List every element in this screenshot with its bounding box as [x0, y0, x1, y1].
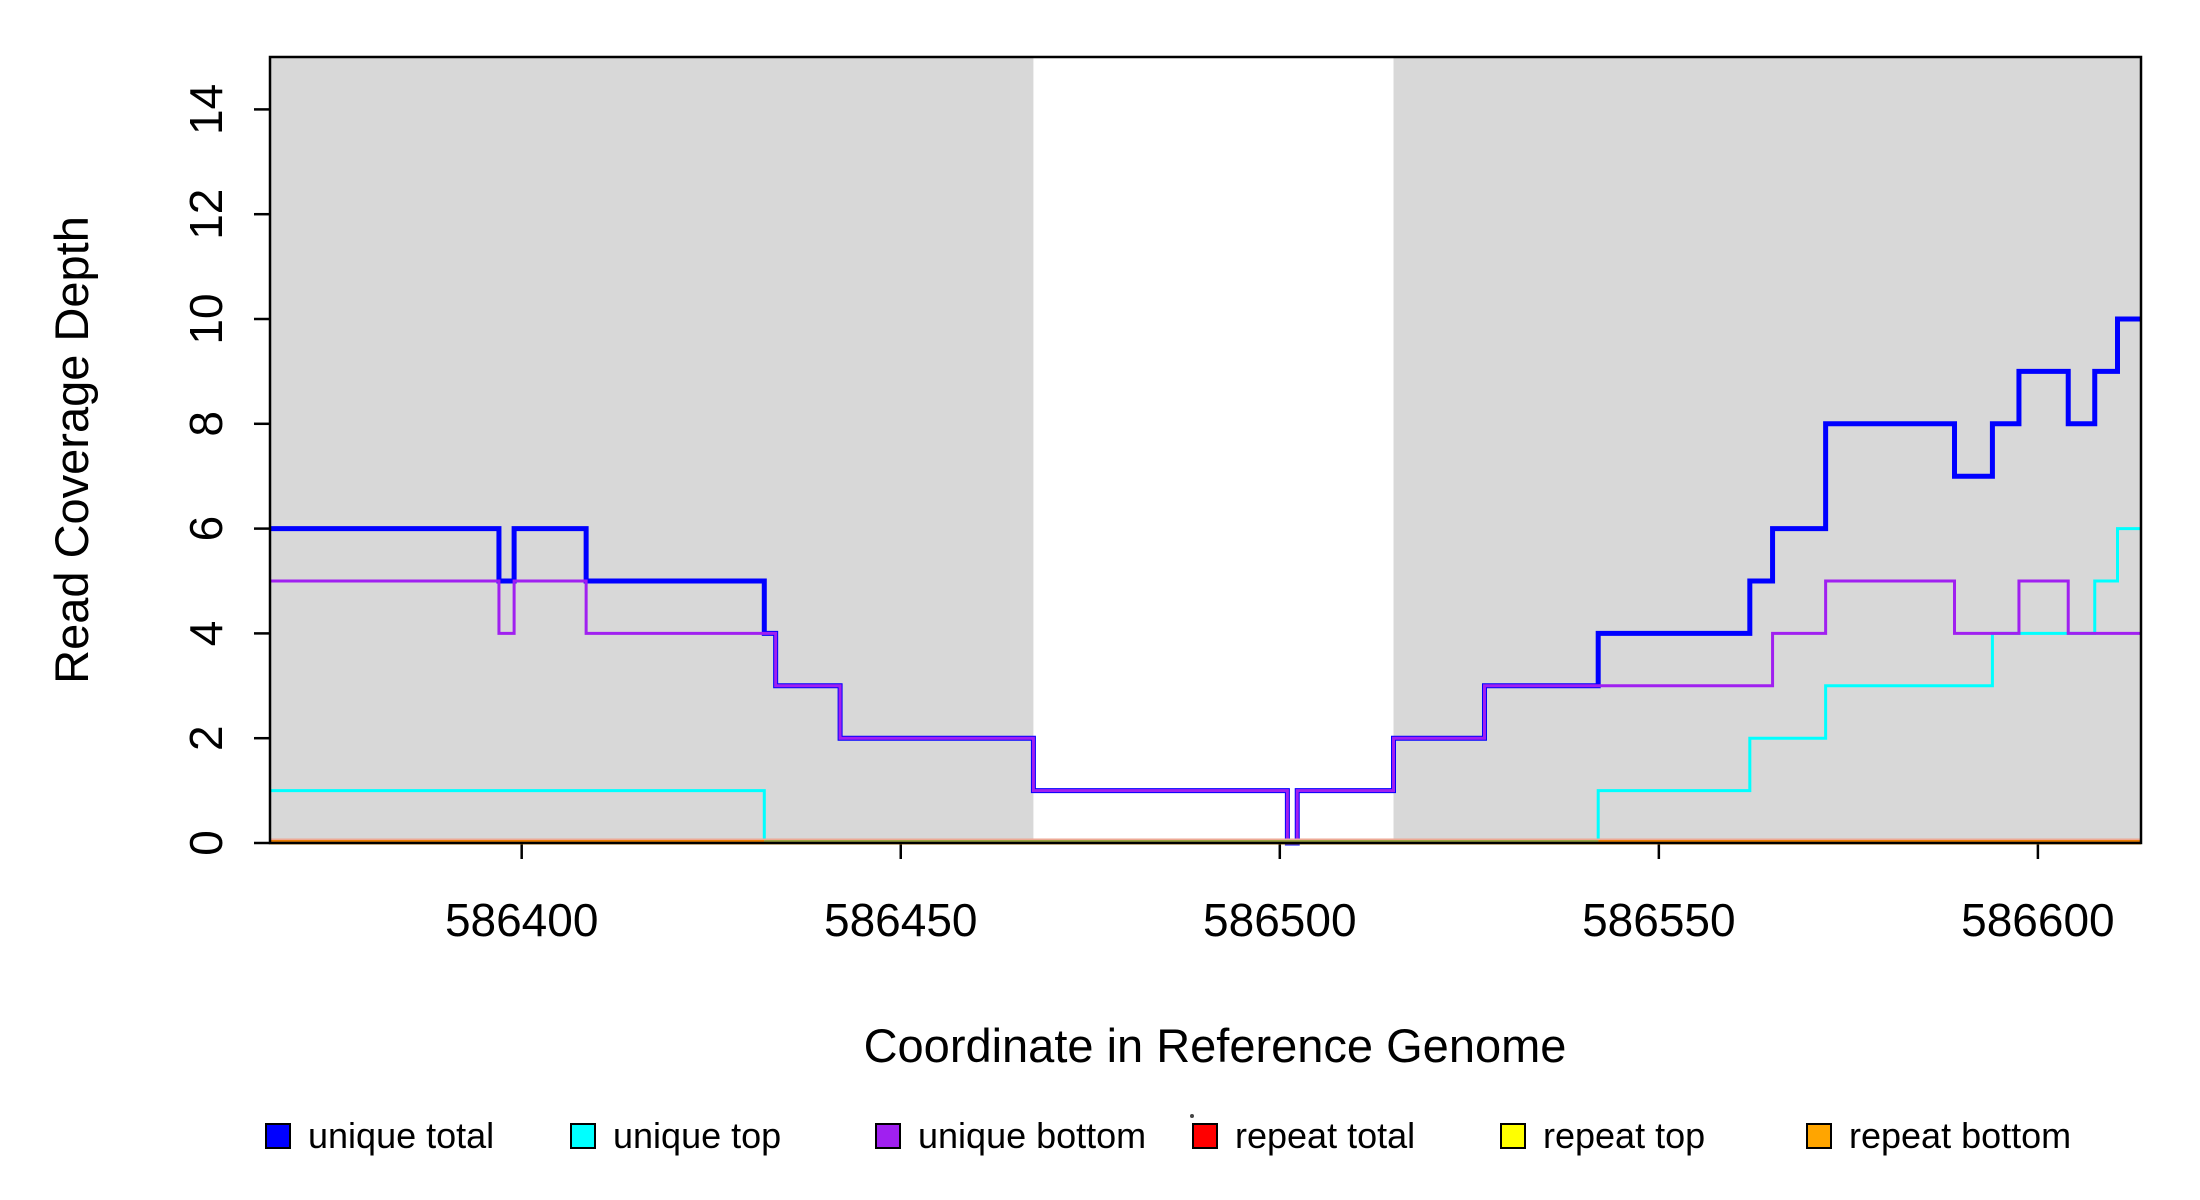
y-tick-label: 12: [180, 189, 232, 240]
plot-box: [268, 55, 2143, 845]
y-tick-label: 8: [180, 411, 232, 437]
stray-dot: [1190, 1114, 1194, 1118]
x-tick-label: 586450: [824, 894, 978, 946]
legend-label: unique top: [613, 1115, 782, 1156]
legend-swatch-repeat-top: [1500, 1123, 1526, 1149]
y-axis-title: Read Coverage Depth: [45, 216, 98, 684]
legend-label: unique total: [308, 1115, 495, 1156]
legend-swatch-repeat-bottom: [1806, 1123, 1832, 1149]
gray-band-right: [1393, 57, 2141, 843]
y-tick-label: 14: [180, 84, 232, 135]
legend-item-repeat-bottom: repeat bottom: [1806, 1115, 2072, 1156]
y-tick-label: 6: [180, 516, 232, 542]
y-tick-label: 4: [180, 621, 232, 647]
legend-swatch-unique-bottom: [875, 1123, 901, 1149]
legend-label: repeat total: [1235, 1115, 1416, 1156]
legend-label: repeat bottom: [1849, 1115, 2072, 1156]
x-tick-label: 586550: [1582, 894, 1736, 946]
legend-swatch-unique-total: [265, 1123, 291, 1149]
y-tick-label: 2: [180, 725, 232, 751]
y-tick-label: 0: [180, 830, 232, 856]
x-tick-label: 586400: [445, 894, 599, 946]
legend-item-unique-top: unique top: [570, 1115, 782, 1156]
legend-item-unique-bottom: unique bottom: [875, 1115, 1147, 1156]
x-tick-label: 586500: [1203, 894, 1357, 946]
legend-swatch-repeat-total: [1192, 1123, 1218, 1149]
legend-swatch-unique-top: [570, 1123, 596, 1149]
gray-band-left: [270, 57, 1034, 843]
legend-label: repeat top: [1543, 1115, 1706, 1156]
series-unique-bottom: [270, 579, 2141, 845]
legend-item-unique-total: unique total: [265, 1115, 495, 1156]
y-tick-label: 10: [180, 293, 232, 344]
x-axis-title: Coordinate in Reference Genome: [864, 1019, 1567, 1072]
plot-generated-content: 586400 586450 586500 586550 586600 0 2 4 6 8 10 12 1…: [180, 55, 2143, 946]
legend-label: unique bottom: [918, 1115, 1147, 1156]
x-tick-label: 586600: [1961, 894, 2115, 946]
legend-item-repeat-total: repeat total: [1192, 1115, 1416, 1156]
legend-item-repeat-top: repeat top: [1500, 1115, 1706, 1156]
